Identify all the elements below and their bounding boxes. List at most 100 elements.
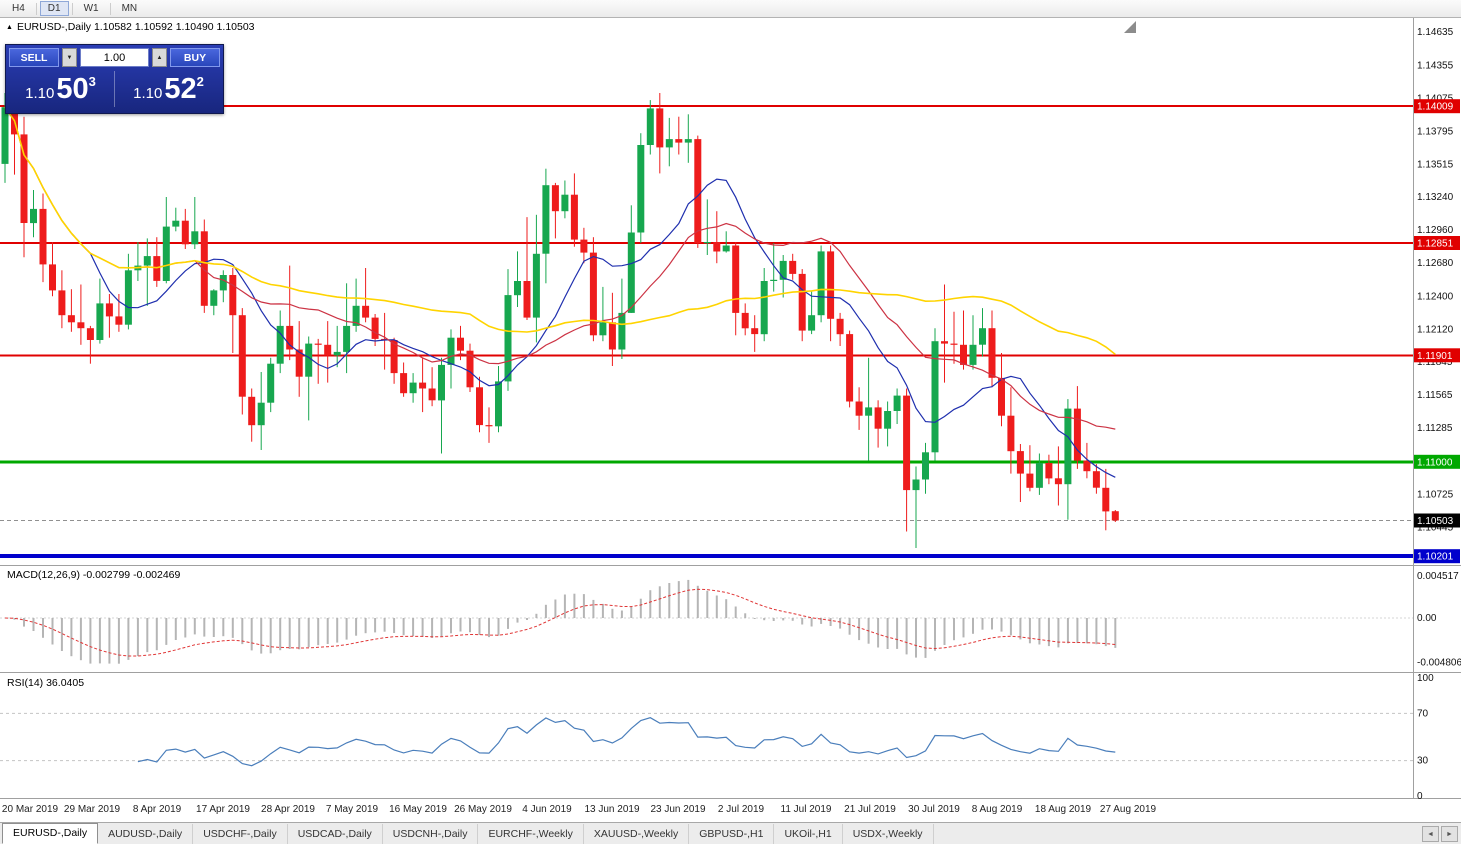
sell-price-pips: 50	[56, 73, 89, 105]
timeframe-h4-button[interactable]: H4	[4, 1, 33, 16]
candlesticks	[1, 62, 1119, 548]
rsi-label: RSI(14) 36.0405	[7, 677, 85, 689]
tab-usdchf-daily[interactable]: USDCHF-,Daily	[193, 824, 288, 844]
macd-label: MACD(12,26,9) -0.002799 -0.002469	[7, 569, 181, 581]
timeframe-d1-button[interactable]: D1	[39, 1, 69, 16]
moving-averages	[4, 106, 1116, 478]
svg-text:1.13240: 1.13240	[1417, 192, 1454, 203]
svg-text:16 May 2019: 16 May 2019	[389, 804, 447, 815]
svg-text:11 Jul 2019: 11 Jul 2019	[781, 804, 832, 815]
toolbar-separator	[71, 2, 73, 15]
price-axis-labels: 1.14635 1.14355 1.14075 1.13795 1.13515 1.132…	[1414, 27, 1461, 802]
svg-text:1.14355: 1.14355	[1417, 60, 1454, 71]
svg-text:18 Aug 2019: 18 Aug 2019	[1035, 804, 1092, 815]
svg-text:1.12680: 1.12680	[1417, 258, 1454, 269]
svg-text:26 May 2019: 26 May 2019	[454, 804, 512, 815]
tab-usdcnh-daily[interactable]: USDCNH-,Daily	[383, 824, 479, 844]
svg-text:4 Jun 2019: 4 Jun 2019	[522, 804, 572, 815]
svg-text:29 Mar 2019: 29 Mar 2019	[64, 804, 121, 815]
buy-button[interactable]: BUY	[170, 48, 220, 67]
macd-plot	[0, 579, 1413, 664]
svg-text:28 Apr 2019: 28 Apr 2019	[261, 804, 315, 815]
tab-eurchf-weekly[interactable]: EURCHF-,Weekly	[478, 824, 584, 844]
tab-gbpusd-h1[interactable]: GBPUSD-,H1	[689, 824, 775, 844]
volume-decrease-button[interactable]: ▼	[62, 48, 77, 67]
svg-text:0.004517: 0.004517	[1417, 571, 1459, 582]
timeframe-toolbar: H4 D1 W1 MN	[0, 0, 1461, 18]
svg-text:70: 70	[1417, 708, 1429, 719]
svg-text:1.10445: 1.10445	[1417, 522, 1454, 533]
timeframe-w1-button[interactable]: W1	[76, 1, 107, 16]
svg-text:13 Jun 2019: 13 Jun 2019	[584, 804, 639, 815]
svg-text:100: 100	[1417, 673, 1434, 684]
svg-text:7 May 2019: 7 May 2019	[326, 804, 379, 815]
svg-text:1.13795: 1.13795	[1417, 127, 1454, 138]
level-lines	[0, 105, 1413, 559]
buy-price-pipette: 2	[196, 74, 204, 89]
rsi-plot	[0, 712, 1413, 767]
tab-audusd-daily[interactable]: AUDUSD-,Daily	[98, 824, 194, 844]
tab-ukoil-h1[interactable]: UKOil-,H1	[774, 824, 843, 844]
svg-text:1.12960: 1.12960	[1417, 225, 1454, 236]
ohlc-text: EURUSD-,Daily 1.10582 1.10592 1.10490 1.…	[16, 21, 255, 33]
svg-text:1.12851: 1.12851	[1417, 239, 1454, 250]
buy-price[interactable]: 1.10 52 2	[117, 69, 220, 109]
buy-price-pips: 52	[164, 73, 197, 105]
toolbar-separator	[35, 2, 37, 15]
svg-text:8 Apr 2019: 8 Apr 2019	[133, 804, 182, 815]
svg-text:1.11845: 1.11845	[1417, 357, 1453, 368]
svg-text:0: 0	[1417, 791, 1423, 802]
svg-text:1.13515: 1.13515	[1417, 160, 1454, 171]
chart-ohlc-readout: ▲ EURUSD-,Daily 1.10582 1.10592 1.10490 …	[6, 21, 255, 33]
tab-xauusd-weekly[interactable]: XAUUSD-,Weekly	[584, 824, 690, 844]
svg-text:1.12400: 1.12400	[1417, 291, 1454, 302]
svg-text:1.10725: 1.10725	[1417, 489, 1454, 500]
svg-text:23 Jun 2019: 23 Jun 2019	[650, 804, 705, 815]
sell-price-pipette: 3	[88, 74, 96, 89]
svg-text:1.11285: 1.11285	[1417, 423, 1453, 434]
svg-text:1.11901: 1.11901	[1417, 351, 1453, 362]
svg-text:30: 30	[1417, 756, 1429, 767]
right-arrow-icon: ►	[1446, 830, 1453, 838]
tab-scroll-controls: ◄ ►	[1422, 826, 1461, 844]
svg-text:1.10201: 1.10201	[1417, 552, 1454, 563]
spin-down-icon: ▼	[66, 54, 73, 61]
sell-button[interactable]: SELL	[9, 48, 59, 67]
tab-usdcad-daily[interactable]: USDCAD-,Daily	[288, 824, 383, 844]
svg-text:1.12120: 1.12120	[1417, 324, 1454, 335]
svg-text:1.10503: 1.10503	[1417, 516, 1454, 527]
svg-text:8 Aug 2019: 8 Aug 2019	[972, 804, 1023, 815]
tabs-scroll-right-button[interactable]: ►	[1441, 826, 1458, 842]
trade-controls-row: SELL ▼ ▲ BUY	[9, 48, 220, 67]
trade-prices-row: 1.10 50 3 1.10 52 2	[9, 69, 220, 109]
volume-increase-button[interactable]: ▲	[152, 48, 167, 67]
sell-price[interactable]: 1.10 50 3	[9, 69, 112, 109]
svg-text:1.11000: 1.11000	[1417, 457, 1453, 468]
svg-text:2 Jul 2019: 2 Jul 2019	[718, 804, 765, 815]
panel-separators	[0, 18, 1461, 799]
collapse-arrow-icon: ▲	[6, 23, 13, 31]
spin-up-icon: ▲	[156, 54, 163, 61]
svg-text:17 Apr 2019: 17 Apr 2019	[196, 804, 250, 815]
timeframe-mn-button[interactable]: MN	[114, 1, 146, 16]
autoscroll-icon	[1124, 21, 1136, 33]
svg-text:20 Mar 2019: 20 Mar 2019	[2, 804, 59, 815]
svg-text:-0.004806: -0.004806	[1417, 658, 1461, 669]
svg-text:1.14009: 1.14009	[1417, 102, 1454, 113]
tab-usdx-weekly[interactable]: USDX-,Weekly	[843, 824, 934, 844]
svg-text:21 Jul 2019: 21 Jul 2019	[844, 804, 896, 815]
svg-text:27 Aug 2019: 27 Aug 2019	[1100, 804, 1157, 815]
tab-eurusd-daily[interactable]: EURUSD-,Daily	[2, 823, 99, 844]
svg-text:1.14075: 1.14075	[1417, 93, 1454, 104]
buy-price-prefix: 1.10	[133, 85, 163, 102]
tabs-scroll-left-button[interactable]: ◄	[1422, 826, 1439, 842]
left-arrow-icon: ◄	[1427, 830, 1434, 838]
sell-price-prefix: 1.10	[25, 85, 55, 102]
svg-text:1.11565: 1.11565	[1417, 390, 1453, 401]
svg-text:30 Jul 2019: 30 Jul 2019	[908, 804, 960, 815]
volume-input[interactable]	[80, 48, 149, 67]
date-axis-labels: 20 Mar 2019 29 Mar 2019 8 Apr 2019 17 Apr 2…	[2, 804, 1157, 815]
